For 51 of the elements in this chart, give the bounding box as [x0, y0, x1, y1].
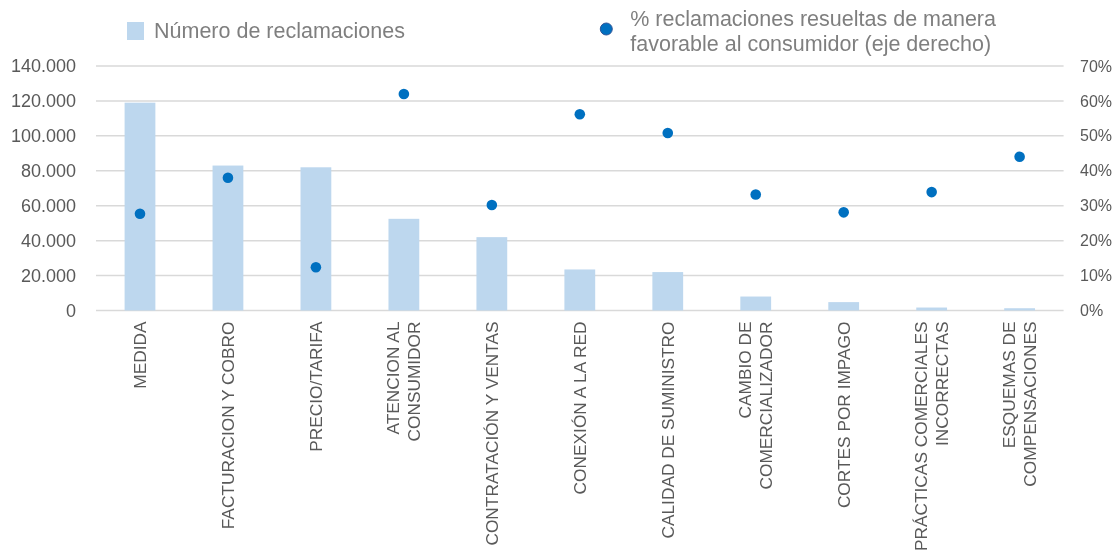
bar: [388, 218, 420, 311]
bar: [124, 102, 156, 311]
x-tick-label: CORTES POR IMPAGO: [833, 321, 854, 509]
y-tick-label: 0: [65, 300, 76, 321]
bar: [740, 296, 772, 311]
x-tick-label: PRÁCTICAS COMERCIALES INCORRECTAS: [911, 321, 953, 551]
point: [574, 108, 586, 120]
y-tick-label: 120.000: [10, 91, 76, 112]
bar: [564, 269, 596, 311]
point: [310, 261, 322, 273]
y-tick-label: 40.000: [20, 230, 76, 251]
bar: [300, 167, 332, 311]
bar: [828, 302, 860, 311]
legend-label: % reclamaciones resueltas de manera favorable al consumidor (eje derecho): [630, 6, 997, 56]
y2-tick-label: 0%: [1080, 302, 1104, 320]
x-tick-label: CONEXIÓN A LA RED: [569, 321, 590, 495]
x-tick-label: ATENCION AL CONSUMIDOR: [383, 321, 425, 442]
x-tick-label: MEDIDA: [129, 321, 150, 389]
x-tick-label: CALIDAD DE SUMINISTRO: [657, 321, 678, 539]
y2-tick-label: 70%: [1080, 57, 1113, 75]
bar: [1004, 308, 1036, 311]
bar: [652, 272, 684, 311]
y-tick-label: 20.000: [20, 265, 76, 286]
point: [926, 186, 937, 198]
x-tick-label: CAMBIO DE COMERCIALIZADOR: [735, 321, 777, 490]
point: [486, 199, 498, 211]
x-tick-label: PRECIO/TARIFA: [305, 321, 326, 452]
y-tick-label: 80.000: [20, 161, 76, 182]
bar: [212, 165, 244, 311]
point: [750, 189, 762, 200]
legend-label: Número de reclamaciones: [154, 19, 405, 43]
bar: [916, 307, 948, 311]
y-tick-label: 140.000: [10, 56, 76, 77]
y2-tick-label: 40%: [1080, 162, 1113, 180]
y-tick-label: 60.000: [20, 196, 76, 217]
y2-tick-label: 60%: [1080, 92, 1113, 110]
y2-tick-label: 30%: [1080, 197, 1113, 215]
point: [222, 172, 234, 184]
y-tick-label: 100.000: [10, 126, 76, 147]
x-tick-label: FACTURACION Y COBRO: [217, 321, 238, 530]
y2-tick-label: 20%: [1080, 232, 1113, 250]
point: [1014, 151, 1025, 163]
point: [838, 207, 849, 218]
x-tick-label: CONTRATACIÓN Y VENTAS: [481, 321, 502, 546]
point: [134, 208, 146, 220]
y2-tick-label: 50%: [1080, 127, 1113, 145]
y2-tick-label: 10%: [1080, 267, 1113, 285]
x-tick-label: ESQUEMAS DE COMPENSACIONES: [999, 321, 1041, 487]
point: [662, 127, 674, 139]
bar: [476, 237, 508, 311]
point: [398, 88, 410, 100]
